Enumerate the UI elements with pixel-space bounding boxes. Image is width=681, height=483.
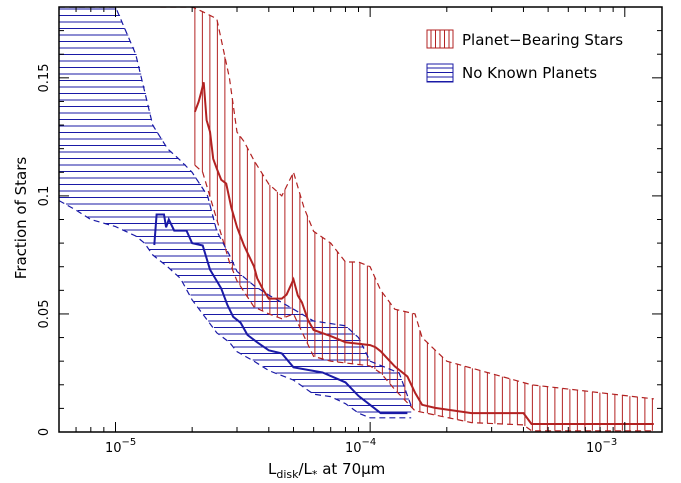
legend-label-planet-bearing: Planet−Bearing Stars [462, 31, 623, 49]
series-line-no-planets [153, 213, 408, 415]
x-tick-mantissa: 10−4 [345, 437, 376, 456]
axis-ticks [58, 6, 662, 433]
series-lines [153, 82, 654, 425]
y-tick-label-1: 0.05 [37, 300, 52, 329]
legend-label-no-planets: No Known Planets [462, 64, 597, 82]
series-line-planet-bearing [193, 82, 654, 425]
y-tick-label-0: 0 [37, 428, 52, 436]
x-tick-mantissa: 10−3 [586, 437, 617, 456]
x-tick-mantissa: 10−5 [105, 437, 136, 456]
x-tick-label-1: 10−5 [105, 437, 136, 456]
y-tick-label-3: 0.15 [37, 64, 52, 93]
lower-envelope-planet-bearing [194, 164, 654, 432]
x-axis-label: Ldisk/L* at 70μm [268, 460, 385, 481]
y-tick-label-2: 0.1 [37, 186, 52, 207]
x-tick-label-2: 10−4 [345, 437, 376, 456]
legend: Planet−Bearing Stars No Known Planets [426, 29, 623, 83]
upper-envelope-no-planets [59, 7, 412, 407]
uncertainty-envelopes [59, 7, 654, 432]
x-tick-label-3: 10−3 [586, 437, 617, 456]
y-axis-label: Fraction of Stars [12, 157, 30, 280]
lower-envelope-no-planets [59, 200, 412, 419]
